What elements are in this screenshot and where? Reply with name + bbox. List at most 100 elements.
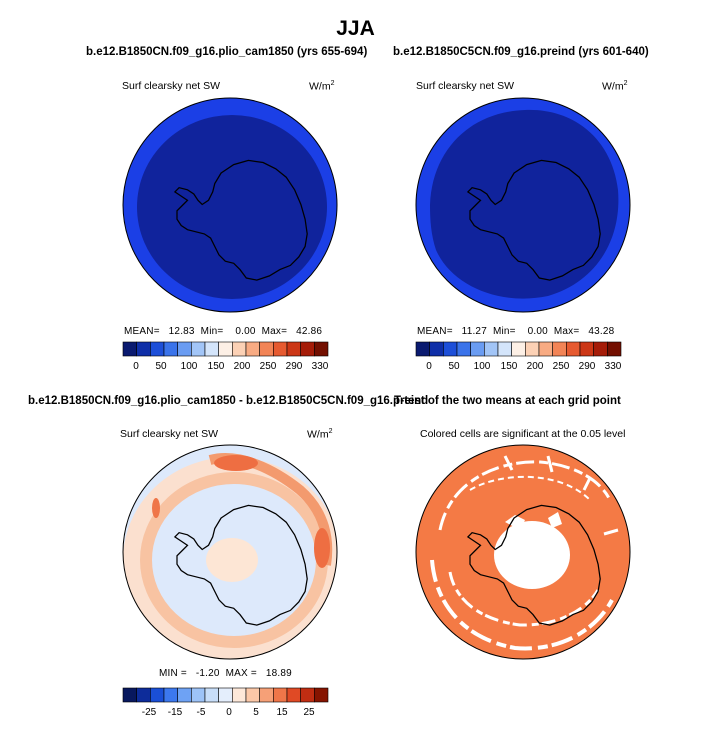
panel-4-center-white xyxy=(494,521,570,589)
panel-2-inner-field xyxy=(430,109,619,299)
panel-4-subtitle: Colored cells are significant at the 0.0… xyxy=(420,428,626,440)
colorbar-1-tick-3: 150 xyxy=(207,361,225,372)
panel-3-hotspot-top xyxy=(214,455,258,471)
colorbar-3-swatch-5 xyxy=(191,687,206,703)
colorbar-3-swatch-13 xyxy=(300,687,315,703)
colorbar-2-swatch-5 xyxy=(484,341,499,357)
colorbar-3-swatch-0 xyxy=(122,687,137,703)
colorbar-1-swatch-0 xyxy=(122,341,137,357)
colorbar-1-tick-7: 330 xyxy=(311,361,329,372)
panel-4-gap-ticks xyxy=(503,455,619,536)
panel-1-units: W/m2 xyxy=(309,80,335,93)
colorbar-2-swatch-7 xyxy=(511,341,526,357)
colorbar-3-tick-2: -5 xyxy=(196,707,206,718)
figure-title: JJA xyxy=(336,17,375,40)
colorbar-2-tick-5: 250 xyxy=(552,361,570,372)
colorbar-3-tick-4: 5 xyxy=(253,707,259,718)
colorbar-3 xyxy=(122,687,329,703)
colorbar-2-tick-1: 50 xyxy=(448,361,460,372)
colorbar-1-tick-0: 0 xyxy=(133,361,139,372)
panel-2-title: b.e12.B1850C5CN.f09_g16.preind (yrs 601-… xyxy=(393,46,649,58)
colorbar-2-swatch-14 xyxy=(607,341,622,357)
panel-4-white-patches xyxy=(505,512,562,530)
colorbar-1-swatch-13 xyxy=(300,341,315,357)
panel-2-units: W/m2 xyxy=(602,80,628,93)
panel-3-units: W/m2 xyxy=(307,428,333,441)
colorbar-3-swatch-10 xyxy=(259,687,274,703)
colorbar-1-tick-1: 50 xyxy=(155,361,167,372)
colorbar-1-swatch-10 xyxy=(259,341,274,357)
colorbar-3-swatch-9 xyxy=(245,687,260,703)
colorbar-1-swatch-7 xyxy=(218,341,233,357)
panel-2-map xyxy=(415,97,631,313)
colorbar-2-swatch-3 xyxy=(456,341,471,357)
colorbar-1-swatch-3 xyxy=(163,341,178,357)
panel-3-border xyxy=(122,444,338,660)
colorbar-3-tick-0: -25 xyxy=(141,707,157,718)
colorbar-1-swatch-4 xyxy=(177,341,192,357)
panel-3-variable: Surf clearsky net SW xyxy=(120,428,219,440)
panel-4-gap-arc-2 xyxy=(430,559,614,651)
colorbar-2-swatch-4 xyxy=(470,341,485,357)
panel-2-variable: Surf clearsky net SW xyxy=(416,80,515,92)
panel-3-stats: MIN = -1.20 MAX = 18.89 xyxy=(159,668,292,679)
colorbar-1-tick-4: 200 xyxy=(233,361,251,372)
panel-2-border xyxy=(415,97,631,313)
colorbar-1-swatch-9 xyxy=(245,341,260,357)
colorbar-2-tick-3: 150 xyxy=(500,361,518,372)
panel-1-inner-field xyxy=(137,115,327,299)
colorbar-2-swatch-0 xyxy=(415,341,430,357)
colorbar-1-swatch-8 xyxy=(232,341,247,357)
panel-1-stats: MEAN= 12.83 Min= 0.00 Max= 42.86 xyxy=(124,326,323,337)
colorbar-3-swatch-12 xyxy=(286,687,301,703)
colorbar-1-swatch-11 xyxy=(273,341,288,357)
colorbar-1-tick-5: 250 xyxy=(259,361,277,372)
panel-4-map xyxy=(415,444,631,660)
colorbar-1-swatch-14 xyxy=(314,341,329,357)
colorbar-1-swatch-12 xyxy=(286,341,301,357)
panel-4-border xyxy=(415,444,631,660)
colorbar-3-tick-3: 0 xyxy=(226,707,232,718)
colorbar-2-swatch-1 xyxy=(429,341,444,357)
colorbar-3-tick-5: 15 xyxy=(276,707,288,718)
colorbar-3-swatch-4 xyxy=(177,687,192,703)
panel-3-title: b.e12.B1850CN.f09_g16.plio_cam1850 - b.e… xyxy=(28,395,429,407)
colorbar-3-swatch-11 xyxy=(273,687,288,703)
colorbar-2-tick-6: 290 xyxy=(578,361,596,372)
colorbar-1-tick-2: 100 xyxy=(180,361,198,372)
panel-2-stats: MEAN= 11.27 Min= 0.00 Max= 43.28 xyxy=(417,326,615,337)
colorbar-3-tick-1: -15 xyxy=(167,707,183,718)
colorbar-2 xyxy=(415,341,622,357)
colorbar-3-swatch-3 xyxy=(163,687,178,703)
colorbar-1 xyxy=(122,341,329,357)
colorbar-3-swatch-2 xyxy=(150,687,165,703)
colorbar-2-swatch-11 xyxy=(566,341,581,357)
colorbar-1-tick-6: 290 xyxy=(285,361,303,372)
colorbar-2-tick-2: 100 xyxy=(473,361,491,372)
colorbar-2-swatch-6 xyxy=(497,341,512,357)
panel-1-variable: Surf clearsky net SW xyxy=(122,80,221,92)
panel-4-title: T-test of the two means at each grid poi… xyxy=(394,395,621,407)
colorbar-2-swatch-12 xyxy=(579,341,594,357)
colorbar-3-swatch-1 xyxy=(136,687,151,703)
colorbar-2-tick-0: 0 xyxy=(426,361,432,372)
colorbar-1-swatch-2 xyxy=(150,341,165,357)
colorbar-3-swatch-7 xyxy=(218,687,233,703)
colorbar-1-swatch-6 xyxy=(204,341,219,357)
panel-3-map xyxy=(122,444,338,660)
colorbar-1-swatch-1 xyxy=(136,341,151,357)
colorbar-2-tick-7: 330 xyxy=(604,361,622,372)
panel-3-center-patch xyxy=(206,538,258,582)
colorbar-2-swatch-13 xyxy=(593,341,608,357)
colorbar-1-swatch-5 xyxy=(191,341,206,357)
colorbar-3-swatch-14 xyxy=(314,687,329,703)
colorbar-3-swatch-6 xyxy=(204,687,219,703)
colorbar-2-swatch-8 xyxy=(525,341,540,357)
panel-3-hotspot-right xyxy=(314,528,330,568)
colorbar-3-swatch-8 xyxy=(232,687,247,703)
colorbar-2-swatch-2 xyxy=(443,341,458,357)
colorbar-3-tick-6: 25 xyxy=(303,707,315,718)
panel-4-gap-arc-3 xyxy=(448,571,600,627)
panel-1-map xyxy=(122,97,338,313)
